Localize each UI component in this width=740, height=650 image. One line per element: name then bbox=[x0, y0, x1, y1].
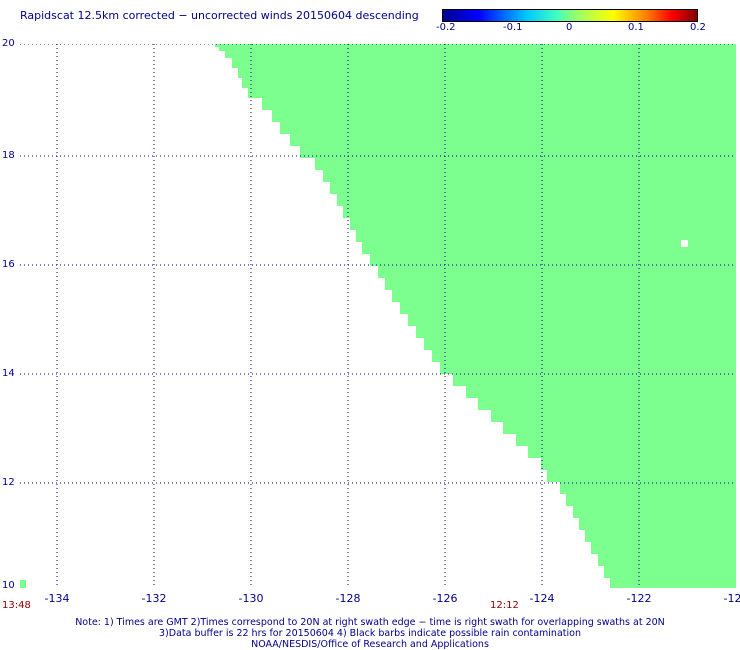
lat-label-20: 20 bbox=[2, 38, 15, 49]
map-plot-area bbox=[20, 44, 736, 588]
wind-swath bbox=[215, 44, 736, 588]
lat-label-12: 12 bbox=[2, 477, 15, 488]
note-line-2: 3)Data buffer is 22 hrs for 20150604 4) … bbox=[159, 628, 581, 639]
lon-label-132: -132 bbox=[141, 592, 167, 605]
lon-label-122: -122 bbox=[626, 592, 652, 605]
lat-label-14: 14 bbox=[2, 368, 15, 379]
lat-label-16: 16 bbox=[2, 259, 15, 270]
graticule bbox=[20, 44, 736, 588]
colorbar bbox=[442, 9, 698, 22]
lon-label-130: -130 bbox=[238, 592, 264, 605]
lon-label-134: -134 bbox=[44, 592, 70, 605]
lon-label-128: -128 bbox=[335, 592, 361, 605]
colorbar-label-min: -0.2 bbox=[436, 22, 456, 33]
time-middle: 12:12 bbox=[490, 600, 519, 611]
lat-label-18: 18 bbox=[2, 150, 15, 161]
swath-map bbox=[20, 44, 736, 588]
colorbar-label-pos: 0.1 bbox=[628, 22, 644, 33]
colorbar-label-max: 0.2 bbox=[690, 22, 706, 33]
time-left: 13:48 bbox=[2, 600, 31, 611]
lat-label-10: 10 bbox=[2, 580, 15, 591]
edge-pixel bbox=[20, 580, 26, 588]
note-line-3: NOAA/NESDIS/Office of Research and Appli… bbox=[251, 639, 489, 650]
lon-label-124: -124 bbox=[529, 592, 555, 605]
lon-label-120: -120 bbox=[723, 592, 740, 605]
note-line-1: Note: 1) Times are GMT 2)Times correspon… bbox=[75, 617, 665, 628]
missing-data-cell bbox=[681, 240, 688, 247]
lon-label-126: -126 bbox=[432, 592, 458, 605]
colorbar-label-neg: -0.1 bbox=[503, 22, 523, 33]
map-title: Rapidscat 12.5km corrected − uncorrected… bbox=[20, 9, 419, 22]
colorbar-label-zero: 0 bbox=[566, 22, 573, 33]
